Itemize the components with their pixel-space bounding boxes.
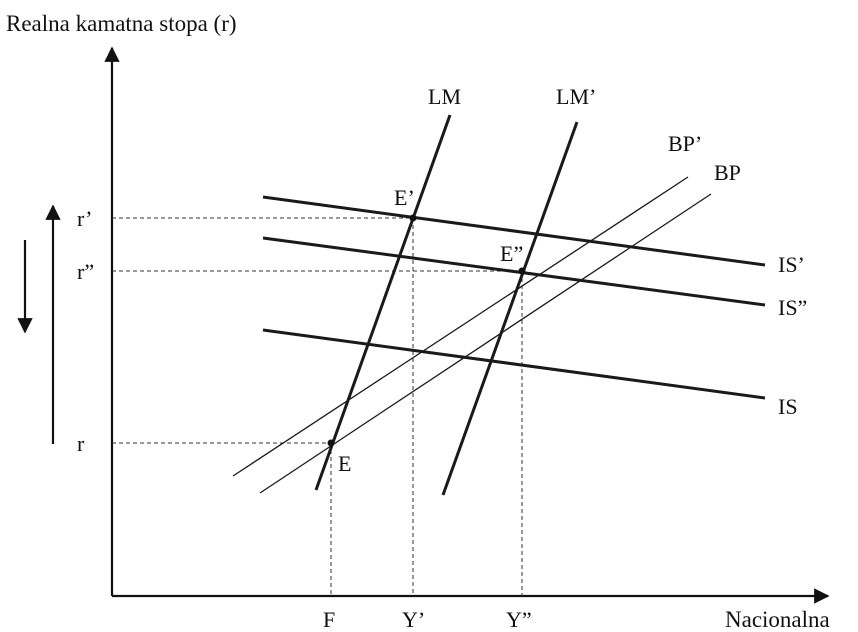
label-LM: LM	[428, 84, 461, 109]
lm-prime-curve	[441, 121, 579, 496]
label-IS: IS	[778, 394, 798, 419]
bp-prime-curve	[232, 176, 689, 477]
y-axis-title: Realna kamatna stopa (r)	[6, 11, 237, 36]
label-LM-prime: LM’	[556, 84, 596, 109]
point-E-prime	[409, 214, 417, 222]
tick-Y-double: Y”	[506, 607, 532, 632]
is-double-curve	[262, 236, 766, 307]
tick-r-prime: r’	[77, 206, 92, 231]
tick-F: F	[323, 607, 335, 632]
tick-r-double: r”	[77, 259, 94, 284]
tick-r: r	[77, 431, 85, 456]
label-IS-prime: IS’	[778, 252, 805, 277]
point-E	[327, 439, 335, 447]
is-prime-curve	[262, 195, 766, 267]
lm-curve	[314, 114, 452, 491]
point-E-double	[518, 267, 526, 275]
label-BP: BP	[714, 160, 741, 185]
label-E-prime: E’	[394, 185, 415, 210]
x-axis-title: Nacionalna	[725, 607, 830, 632]
label-IS-double: IS”	[778, 295, 807, 320]
label-E: E	[338, 451, 351, 476]
bp-curve	[259, 193, 712, 494]
tick-Y-prime: Y’	[402, 607, 425, 632]
label-E-double: E”	[500, 241, 523, 266]
is-curve	[262, 328, 766, 400]
label-BP-prime: BP’	[668, 131, 702, 156]
